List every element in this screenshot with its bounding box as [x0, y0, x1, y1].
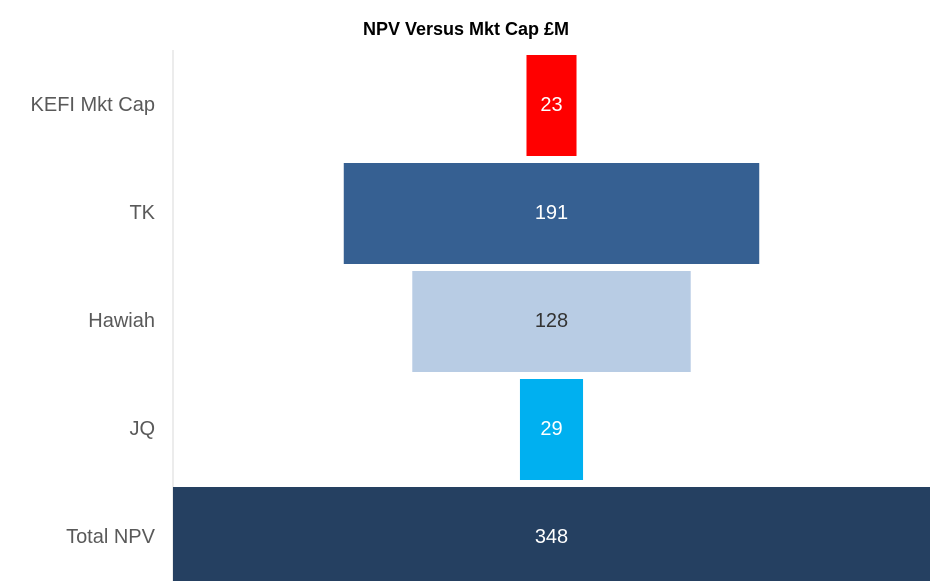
- category-label: Total NPV: [66, 526, 156, 548]
- value-label: 23: [540, 94, 562, 116]
- value-label: 29: [540, 418, 562, 440]
- category-label: Hawiah: [88, 310, 155, 332]
- funnel-bar: [412, 271, 691, 372]
- chart-title: NPV Versus Mkt Cap £M: [363, 19, 569, 39]
- value-label: 348: [535, 526, 568, 548]
- funnel-bar: [519, 379, 584, 480]
- category-label: TK: [129, 202, 155, 224]
- funnel-bar: [343, 163, 760, 264]
- category-label: JQ: [129, 418, 155, 440]
- category-label: KEFI Mkt Cap: [31, 94, 155, 116]
- value-label: 128: [535, 310, 568, 332]
- funnel-bar: [173, 487, 930, 581]
- value-label: 191: [535, 202, 568, 224]
- funnel-bar: [526, 55, 577, 156]
